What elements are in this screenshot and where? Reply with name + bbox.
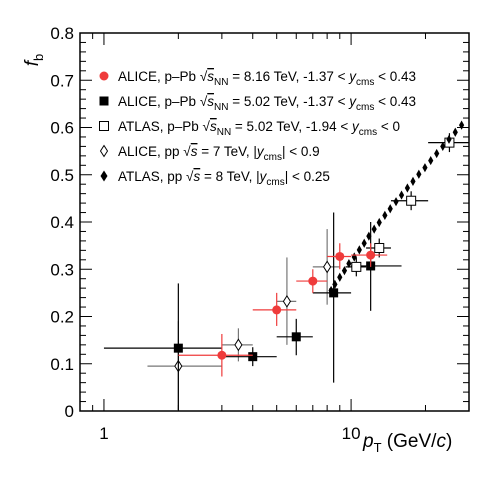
data-point — [335, 251, 345, 261]
data-point — [452, 127, 458, 137]
y-tick-label: 0.7 — [50, 71, 74, 90]
data-layer — [103, 120, 469, 411]
x-axis-title-text: pT (GeV/c) — [362, 431, 452, 455]
data-point — [282, 294, 292, 308]
data-point — [308, 276, 318, 286]
y-tick-label: 0 — [65, 402, 74, 421]
data-point — [356, 245, 362, 255]
legend-label: ALICE, pp √s = 7 TeV, |ycms| < 0.9 — [118, 144, 320, 163]
data-point — [428, 155, 434, 166]
legend-entry: ALICE, pp √s = 7 TeV, |ycms| < 0.9 — [99, 144, 320, 163]
data-point — [422, 163, 428, 173]
legend-label: ATLAS, pp √s = 8 TeV, |ycms| < 0.25 — [118, 169, 330, 188]
data-point — [328, 285, 334, 296]
data-point — [393, 197, 399, 207]
data-point — [291, 332, 301, 342]
y-tick-label: 0.2 — [50, 308, 74, 327]
data-point — [173, 343, 183, 353]
data-point — [374, 242, 385, 253]
x-tick-label: 1 — [99, 424, 108, 443]
series-2 — [103, 212, 402, 411]
legend-marker — [99, 121, 109, 131]
y-tick-label: 0.1 — [50, 355, 74, 374]
series-5 — [328, 120, 465, 296]
series-1 — [178, 243, 388, 377]
data-point — [440, 141, 446, 151]
data-point — [366, 250, 376, 260]
legend-entry: ALICE, p–Pb √sNN = 5.02 TeV, -1.37 < ycm… — [99, 94, 416, 113]
data-point — [272, 305, 282, 315]
data-point — [351, 252, 357, 262]
y-axis-title: fb — [22, 54, 46, 67]
axis-ticks — [79, 32, 470, 412]
data-point — [351, 261, 362, 272]
data-point — [323, 260, 332, 274]
data-point — [404, 183, 411, 193]
data-point — [446, 134, 452, 144]
y-tick-labels: 0 0.1 0.2 0.3 0.4 0.5 0.6 0.7 0.8 — [50, 24, 74, 421]
y-tick-label: 0.6 — [50, 119, 74, 138]
data-point — [387, 204, 393, 214]
data-point — [416, 169, 422, 179]
plot-frame — [79, 32, 470, 412]
y-tick-label: 0.5 — [50, 166, 74, 185]
data-point — [346, 258, 352, 269]
data-point — [341, 266, 348, 276]
legend-marker — [99, 144, 109, 158]
data-point — [361, 238, 367, 248]
data-point — [376, 217, 382, 228]
data-point — [458, 120, 465, 130]
data-point — [332, 279, 338, 289]
y-axis-title-text: fb — [22, 54, 46, 67]
legend-entry: ATLAS, pp √s = 8 TeV, |ycms| < 0.25 — [100, 169, 330, 188]
y-tick-label: 0.8 — [50, 24, 74, 43]
data-point — [398, 190, 405, 200]
data-point — [217, 350, 227, 360]
legend-entry: ALICE, p–Pb √sNN = 8.16 TeV, -1.37 < ycm… — [99, 69, 416, 88]
y-tick-label: 0.3 — [50, 260, 74, 279]
x-tick-label: 10 — [342, 424, 361, 443]
data-point — [248, 352, 258, 362]
data-point — [337, 272, 343, 282]
data-point — [410, 176, 416, 186]
legend-marker — [99, 71, 109, 81]
x-axis-title: pT (GeV/c) — [362, 431, 452, 455]
data-point — [234, 338, 243, 352]
legend-label: ALICE, p–Pb √sNN = 5.02 TeV, -1.37 < ycm… — [118, 94, 416, 113]
legend-label: ATLAS, p–Pb √sNN = 5.02 TeV, -1.94 < ycm… — [118, 119, 400, 138]
legend: ALICE, p–Pb √sNN = 8.16 TeV, -1.37 < ycm… — [99, 69, 416, 188]
data-point — [434, 148, 440, 159]
data-point — [382, 210, 388, 220]
legend-label: ALICE, p–Pb √sNN = 8.16 TeV, -1.37 < ycm… — [118, 69, 416, 88]
legend-marker — [100, 170, 108, 182]
legend-entry: ATLAS, p–Pb √sNN = 5.02 TeV, -1.94 < ycm… — [99, 119, 400, 138]
legend-marker — [99, 96, 109, 106]
data-point — [406, 195, 417, 206]
data-point — [366, 231, 372, 241]
y-tick-label: 0.4 — [50, 213, 74, 232]
data-point — [329, 288, 339, 298]
x-tick-labels: 1 10 — [99, 424, 360, 443]
series-4 — [147, 229, 340, 411]
data-point — [371, 224, 377, 234]
